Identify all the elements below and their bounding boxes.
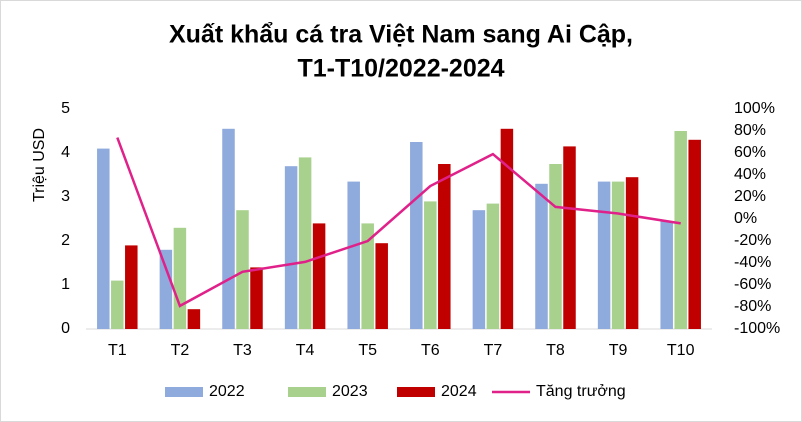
y-tick-label: 4	[61, 144, 70, 161]
bar	[347, 181, 360, 329]
y2-tick-label: 60%	[734, 144, 766, 161]
legend-label: 2022	[209, 383, 245, 400]
x-tick-label: T2	[171, 342, 190, 359]
y-tick-label: 0	[61, 320, 70, 337]
bar	[284, 166, 298, 329]
legend-swatch	[288, 387, 326, 397]
bar	[688, 139, 701, 329]
bar	[410, 142, 423, 329]
y2-tick-label: -100%	[734, 320, 780, 337]
line	[116, 137, 681, 308]
x-tick-label: T3	[233, 342, 252, 359]
bar	[424, 201, 437, 329]
chart-title: Xuất khẩu cá tra Việt Nam sang Ai Cập,	[169, 21, 633, 49]
bar	[549, 164, 562, 329]
y2-tick-label: 0%	[734, 210, 757, 227]
bar	[361, 223, 374, 329]
bar	[660, 221, 673, 329]
y2-tick-label: -40%	[734, 254, 771, 271]
y2-tick-label: 40%	[734, 166, 766, 183]
x-tick-label: T4	[296, 342, 315, 359]
bar	[173, 227, 187, 329]
bar	[674, 131, 687, 329]
bar	[535, 183, 548, 329]
legend-label: Tăng trưởng	[536, 383, 626, 400]
bar	[250, 267, 263, 329]
x-tick-label: T9	[609, 342, 628, 359]
x-tick-label: T6	[421, 342, 440, 359]
bar	[375, 243, 388, 329]
bar	[236, 210, 249, 329]
x-tick-label: T7	[484, 342, 503, 359]
y-tick-label: 3	[61, 188, 70, 205]
x-tick-label: T1	[108, 342, 127, 359]
bar	[187, 309, 201, 329]
bar	[312, 223, 326, 329]
legend-label: 2023	[332, 383, 368, 400]
x-tick-label: T8	[546, 342, 565, 359]
bar	[438, 164, 451, 329]
legend-swatch	[165, 387, 203, 397]
y-tick-label: 5	[61, 100, 70, 117]
bar	[159, 249, 173, 329]
bar	[500, 128, 514, 329]
y2-tick-label: -80%	[734, 298, 771, 315]
bar	[611, 181, 625, 329]
chart-title: T1-T10/2022-2024	[297, 55, 504, 83]
legend-swatch	[397, 387, 435, 397]
y2-tick-label: 20%	[734, 188, 766, 205]
bar	[563, 146, 576, 329]
x-tick-label: T5	[358, 342, 377, 359]
bar	[298, 157, 312, 329]
bar	[486, 203, 500, 329]
y2-tick-label: 100%	[734, 100, 775, 117]
x-tick-label: T10	[667, 342, 695, 359]
bar	[597, 181, 611, 329]
bar	[125, 245, 138, 329]
y2-tick-label: 80%	[734, 122, 766, 139]
bar	[222, 128, 235, 329]
y2-tick-label: -20%	[734, 232, 771, 249]
bar	[472, 210, 486, 329]
legend-label: 2024	[441, 383, 477, 400]
bar	[111, 280, 124, 329]
bar	[625, 177, 639, 329]
bar	[97, 148, 110, 329]
y2-tick-label: -60%	[734, 276, 771, 293]
y-tick-label: 1	[61, 276, 70, 293]
y-tick-label: 2	[61, 232, 70, 249]
y-axis-label: Triệu USD	[31, 128, 48, 202]
